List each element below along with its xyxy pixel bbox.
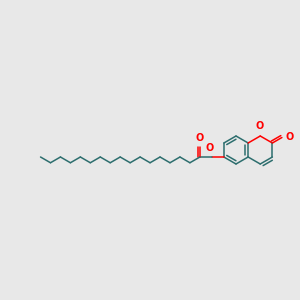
Text: O: O [255,121,263,131]
Text: O: O [206,143,214,153]
Text: O: O [196,133,204,143]
Text: O: O [286,133,294,142]
